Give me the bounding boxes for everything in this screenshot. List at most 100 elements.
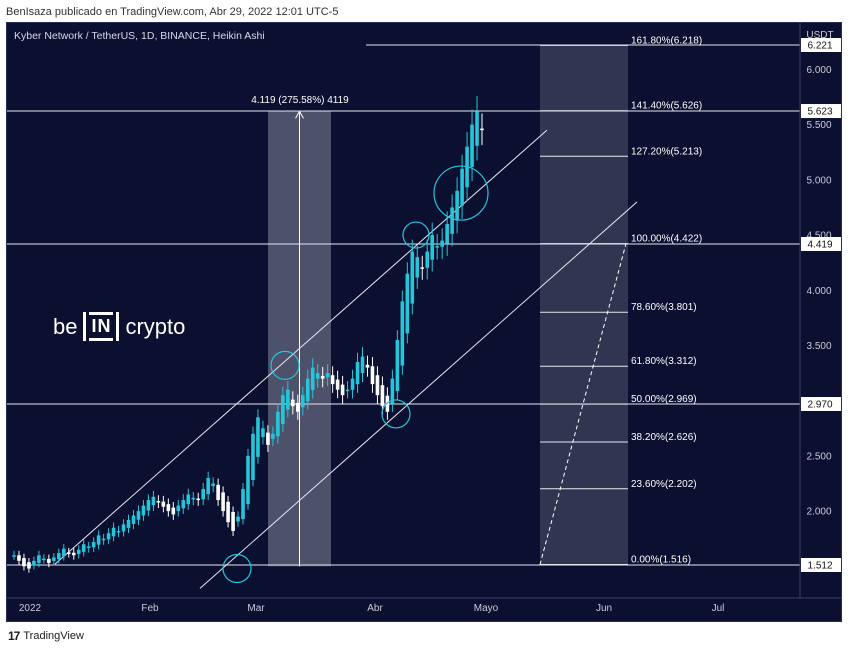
fib-level-label: 78.60%(3.801) bbox=[631, 302, 697, 313]
candle-body bbox=[261, 428, 265, 438]
y-tick-label: 3.500 bbox=[806, 341, 831, 352]
candle-body bbox=[256, 417, 260, 457]
candle bbox=[231, 506, 235, 537]
candle-body bbox=[101, 538, 106, 541]
candle bbox=[106, 528, 111, 545]
candle bbox=[271, 426, 275, 447]
publish-caption: BenIsaza publicado en TradingView.com, A… bbox=[6, 6, 339, 18]
candle-body bbox=[231, 511, 235, 531]
candle-body bbox=[295, 402, 300, 412]
fib-level-label: 61.80%(3.312) bbox=[631, 356, 697, 367]
measure-label: 4.119 (275.58%) 4119 bbox=[251, 95, 349, 106]
candle bbox=[121, 519, 126, 537]
candle bbox=[176, 499, 181, 517]
candle bbox=[345, 381, 350, 399]
price-axis: USDT2.0002.5003.0003.5004.0004.5005.0005… bbox=[799, 23, 841, 598]
candle-body bbox=[201, 489, 205, 500]
candle-body bbox=[136, 511, 141, 520]
candle-body bbox=[345, 389, 350, 392]
candle bbox=[375, 366, 380, 404]
candle bbox=[186, 488, 191, 510]
candle-body bbox=[470, 124, 474, 167]
candle-body bbox=[27, 562, 31, 569]
price-label: 6.221 bbox=[807, 41, 832, 52]
candle bbox=[196, 492, 201, 506]
candle bbox=[236, 511, 240, 527]
candle-body bbox=[121, 524, 126, 532]
candle bbox=[360, 347, 365, 383]
candle bbox=[146, 494, 151, 517]
fib-level-label: 127.20%(5.213) bbox=[631, 146, 702, 157]
candle-body bbox=[216, 484, 220, 501]
candle-body bbox=[146, 500, 151, 511]
price-label: 2.970 bbox=[807, 399, 832, 410]
candle-body bbox=[111, 527, 116, 537]
candle bbox=[315, 364, 320, 388]
candle bbox=[365, 355, 370, 377]
channel-upper bbox=[54, 129, 548, 565]
candle-body bbox=[271, 433, 275, 439]
candle-body bbox=[420, 267, 425, 269]
candle bbox=[480, 113, 484, 146]
candle bbox=[470, 109, 474, 182]
candle-body bbox=[47, 558, 51, 564]
watermark-right: crypto bbox=[125, 313, 186, 339]
candle bbox=[47, 554, 51, 568]
candle bbox=[161, 495, 166, 513]
candle bbox=[22, 553, 26, 571]
watermark-left: be bbox=[53, 313, 78, 339]
candle bbox=[42, 554, 46, 564]
candle bbox=[156, 495, 161, 509]
candle bbox=[340, 375, 345, 404]
price-label-box bbox=[801, 396, 841, 411]
circle-annotation bbox=[222, 553, 252, 584]
candle-body bbox=[191, 497, 196, 500]
candle-body bbox=[395, 339, 400, 392]
candle-body bbox=[300, 395, 305, 408]
candle bbox=[261, 420, 265, 445]
candle-body bbox=[141, 505, 146, 516]
candle bbox=[420, 255, 425, 280]
candle bbox=[66, 547, 71, 558]
candle-body bbox=[206, 477, 210, 495]
candle bbox=[81, 539, 86, 557]
candle bbox=[320, 367, 325, 388]
candle-body bbox=[76, 549, 81, 555]
x-tick-label: Feb bbox=[141, 603, 159, 614]
candle-body bbox=[286, 389, 290, 410]
candle-body bbox=[96, 535, 101, 545]
y-tick-label: 6.000 bbox=[806, 65, 831, 76]
circle-annotations bbox=[222, 165, 489, 584]
candle bbox=[355, 352, 360, 393]
candle-body bbox=[42, 558, 46, 561]
candle-body bbox=[32, 560, 36, 566]
candle-body bbox=[221, 492, 225, 512]
candle-body bbox=[425, 251, 430, 268]
x-tick-label: Mar bbox=[247, 603, 265, 614]
candle-body bbox=[410, 251, 415, 304]
candle bbox=[305, 369, 310, 410]
candle-body bbox=[181, 500, 186, 509]
candle bbox=[350, 369, 355, 399]
watermark-middle: IN bbox=[89, 312, 114, 341]
candle bbox=[395, 330, 400, 400]
fib-dashed-line bbox=[539, 243, 627, 565]
candle-body bbox=[320, 375, 325, 379]
price-label: 5.623 bbox=[807, 107, 832, 118]
candle-body bbox=[400, 301, 405, 366]
candle-body bbox=[251, 433, 255, 480]
candle-body bbox=[315, 373, 320, 379]
candle-body bbox=[37, 555, 41, 564]
candle bbox=[226, 496, 230, 528]
candle bbox=[201, 482, 205, 506]
candle-body bbox=[211, 483, 215, 487]
candle bbox=[281, 386, 285, 432]
candle bbox=[76, 545, 81, 559]
candle-body bbox=[475, 111, 479, 146]
footer: 17 TradingView bbox=[8, 629, 84, 643]
candle-body bbox=[305, 378, 310, 402]
candle-body bbox=[161, 501, 166, 507]
candle-body bbox=[460, 168, 464, 206]
candle bbox=[141, 499, 146, 521]
